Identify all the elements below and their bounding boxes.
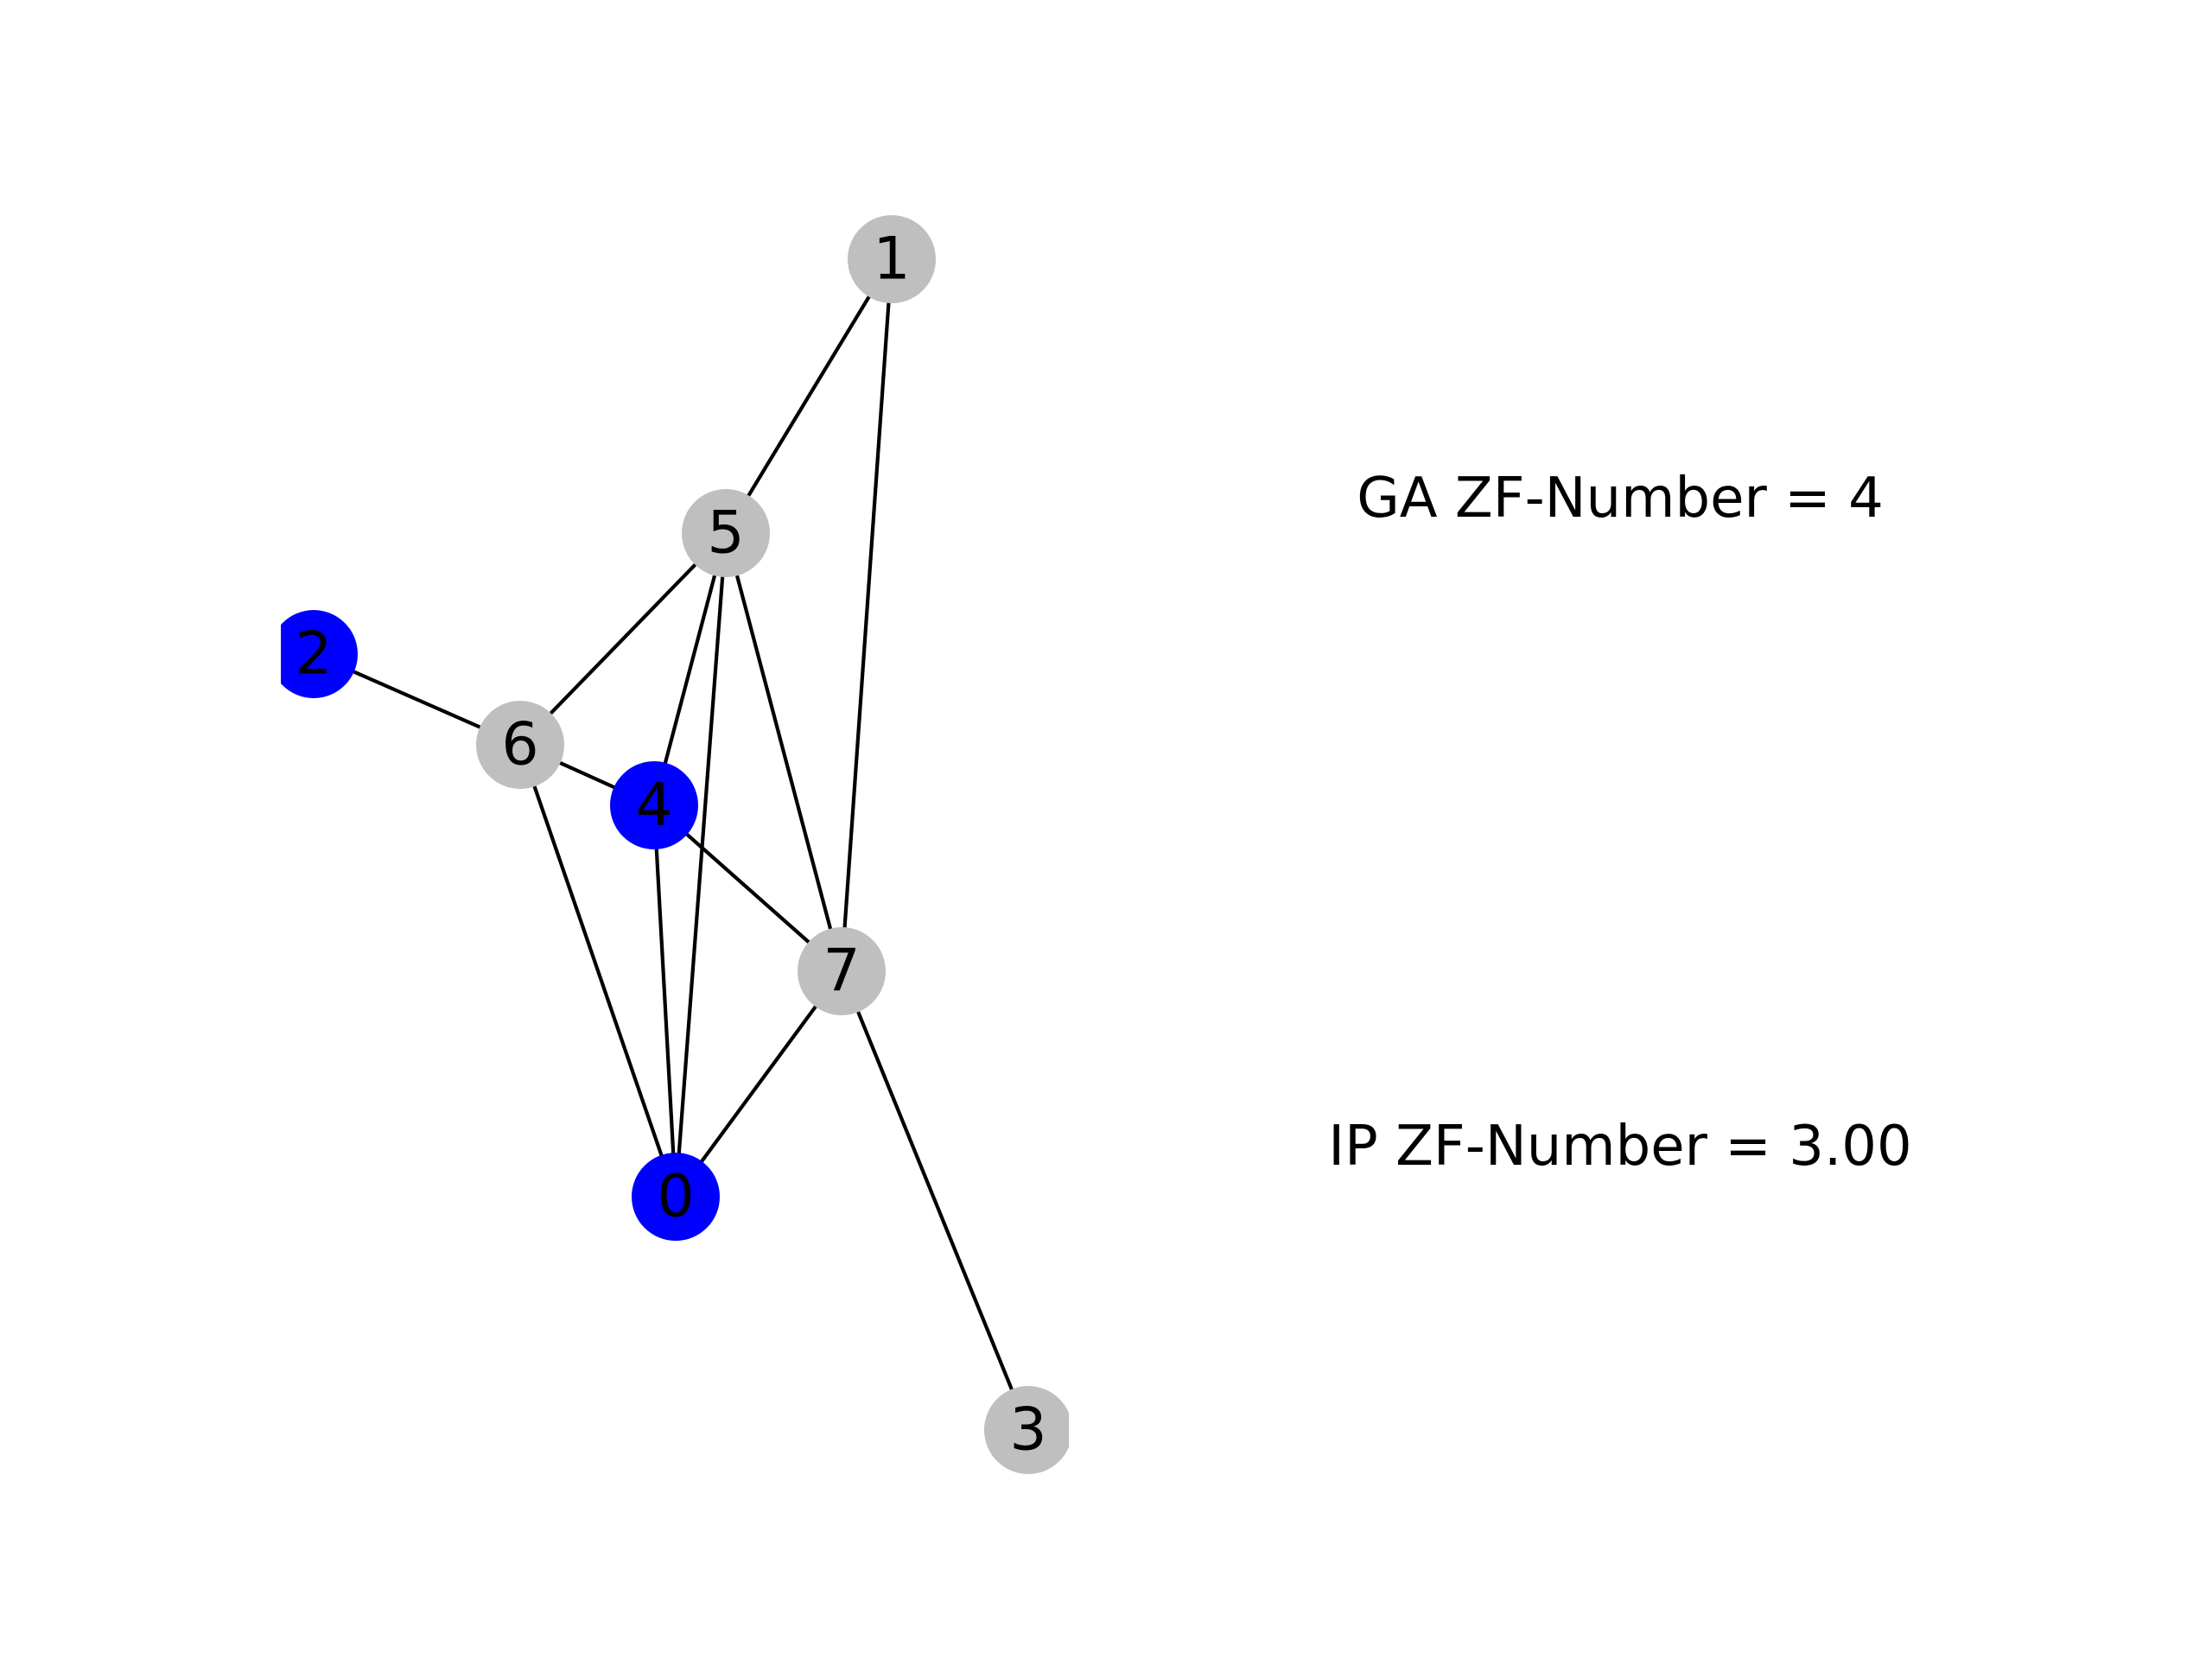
- edge-5-4: [652, 532, 728, 806]
- edge-7-0: [674, 969, 843, 1198]
- node-6-circle: [476, 701, 564, 789]
- node-7-circle: [798, 927, 886, 1015]
- node-5-circle: [682, 489, 770, 577]
- node-4-circle: [610, 761, 698, 849]
- node-0-circle: [632, 1153, 720, 1241]
- node-4-label: 4: [635, 772, 672, 840]
- edge-4-0: [652, 804, 678, 1198]
- ip-zf-number-label: IP ZF-Number = 3.00: [1328, 1115, 1912, 1179]
- node-2: 2: [281, 610, 358, 698]
- node-3-label: 3: [1009, 1396, 1046, 1465]
- node-7: 7: [798, 927, 886, 1015]
- node-1: 1: [848, 215, 936, 303]
- node-6: 6: [476, 701, 564, 789]
- edge-7-3: [840, 970, 1030, 1431]
- nodes-layer: 0 1 2 3 4 5 6 7: [281, 215, 1069, 1474]
- node-3: 3: [984, 1386, 1069, 1474]
- node-2-circle: [281, 610, 358, 698]
- edge-5-6: [518, 531, 728, 747]
- node-5: 5: [682, 489, 770, 577]
- node-5-label: 5: [707, 499, 744, 568]
- edge-5-7: [723, 532, 844, 972]
- node-1-circle: [848, 215, 936, 303]
- edge-1-7: [839, 258, 894, 972]
- node-1-label: 1: [873, 226, 910, 294]
- node-3-circle: [984, 1386, 1069, 1474]
- ga-zf-number-label: GA ZF-Number = 4: [1357, 467, 1884, 531]
- edges-layer: [313, 257, 1030, 1431]
- edge-6-0: [518, 744, 677, 1198]
- node-0-label: 0: [657, 1163, 694, 1231]
- node-6-label: 6: [501, 711, 538, 779]
- node-4: 4: [610, 761, 698, 849]
- edge-5-0: [673, 532, 728, 1198]
- node-7-label: 7: [823, 938, 860, 1006]
- node-0: 0: [632, 1153, 720, 1241]
- edge-1-5: [724, 257, 893, 535]
- node-2-label: 2: [295, 620, 332, 689]
